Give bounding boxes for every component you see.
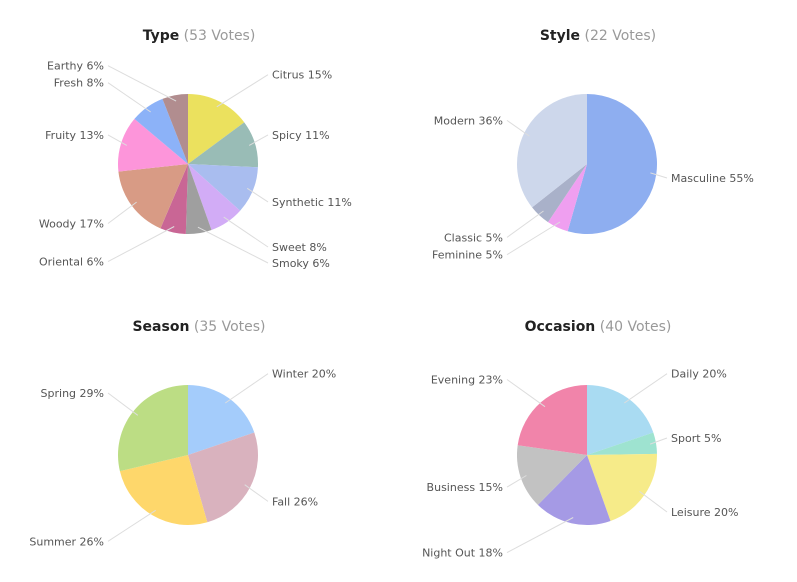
chart-title: Type (53 Votes) [0,28,398,44]
connector-line [506,517,574,554]
pie-slice-sport [587,432,657,455]
votes-count: (53 Votes) [183,28,256,44]
connector-line [506,475,527,488]
pie-slice-sweet [188,164,241,230]
connector-line [248,134,269,146]
chart-title: Occasion (40 Votes) [399,319,797,335]
slice-label-smoky: Smoky 6% [272,257,330,270]
slice-label-evening: Evening 23% [431,374,503,387]
chart-panel-type: Type (53 Votes) Citrus 15% Spicy 11% Synth… [0,0,398,291]
slice-label-business: Business 15% [427,481,503,494]
slice-label-spicy: Spicy 11% [272,129,330,142]
pie-slice-summer [119,455,208,525]
pie-slice-evening [517,385,587,455]
chart-panel-season: Season (35 Votes) Winter 20% Fall 26% Spri… [0,291,398,582]
chart-title-text: Style [539,28,581,44]
chart-title: Season (35 Votes) [0,319,398,335]
connector-line [649,437,668,445]
pie-slice-woody [118,164,188,229]
connector-line [506,119,530,137]
slice-label-sport: Sport 5% [671,432,721,445]
slice-label-leisure: Leisure 20% [671,506,738,519]
slice-label-summer: Summer 26% [29,535,104,548]
pie-slice-night-out [537,455,611,525]
chart-title-text: Type [142,28,180,44]
slice-label-daily: Daily 20% [671,368,727,381]
chart-panel-style: Style (22 Votes) Masculine 55% Modern 36%… [399,0,797,291]
slice-label-night-out: Night Out 18% [422,547,503,560]
slice-label-fall: Fall 26% [272,495,318,508]
pie-slice-oriental [160,164,188,234]
slice-label-winter: Winter 20% [272,368,336,381]
pie-slice-winter [188,385,255,455]
slice-label-sweet: Sweet 8% [272,241,327,254]
connector-line [107,65,177,102]
pie-chart-style: Masculine 55% Modern 36% Classic 5% Feminin… [432,94,754,262]
pie-chart-occasion: Daily 20% Sport 5% Leisure 20% Evening 23% B… [422,368,738,560]
connector-line [107,509,156,542]
pie-slice-business [516,445,587,505]
connector-line [107,82,151,113]
pie-slice-daily [587,385,654,455]
connector-line [225,373,269,404]
connector-line [216,74,269,108]
connector-line [506,221,561,256]
connector-line [639,491,668,513]
pie-slice-spicy [188,122,258,168]
slice-label-classic: Classic 5% [444,231,503,244]
pie-slice-fruity [117,118,188,172]
slice-label-masculine: Masculine 55% [671,172,754,185]
connector-line [107,201,137,224]
connector-line [107,134,128,146]
slice-label-oriental: Oriental 6% [39,256,104,269]
slice-label-citrus: Citrus 15% [272,69,332,82]
slice-label-feminine: Feminine 5% [432,249,503,262]
slice-label-woody: Woody 17% [39,218,104,231]
connector-line [506,379,546,408]
pie-slice-synthetic [188,164,258,211]
pie-slice-citrus [188,94,245,164]
pie-slice-spring [118,385,188,472]
connector-line [246,187,269,203]
votes-count: (40 Votes) [599,319,672,335]
votes-count: (35 Votes) [193,319,266,335]
votes-count: (22 Votes) [584,28,657,44]
pie-slice-smoky [185,164,212,235]
connector-line [107,226,175,263]
pie-chart-type: Citrus 15% Spicy 11% Synthetic 11% Sweet 8%… [39,60,352,270]
slice-label-earthy: Earthy 6% [47,60,104,73]
pie-chart-season: Winter 20% Fall 26% Spring 29% Summer 26% [29,368,336,549]
pie-slice-fresh [134,98,188,164]
pie-slice-feminine [548,164,587,232]
slice-label-modern: Modern 36% [434,114,503,127]
chart-title-text: Occasion [524,319,596,335]
pie-slice-earthy [162,93,188,164]
chart-title-text: Season [132,319,190,335]
slice-label-fresh: Fresh 8% [54,77,104,90]
connector-line [650,172,668,179]
slice-label-spring: Spring 29% [41,387,104,400]
pie-slice-modern [517,94,587,208]
connector-line [197,226,269,264]
slice-label-fruity: Fruity 13% [45,129,104,142]
connector-line [107,392,139,416]
chart-title: Style (22 Votes) [399,28,797,44]
slice-label-synthetic: Synthetic 11% [272,196,352,209]
chart-panel-occasion: Occasion (40 Votes) Daily 20% Sport 5% Lei… [399,291,797,582]
connector-line [223,216,269,248]
pie-slice-masculine [567,94,658,234]
connector-line [506,210,544,238]
pie-slice-leisure [587,453,657,521]
connector-line [624,373,668,404]
connector-line [244,484,269,502]
pie-slice-fall [188,432,258,523]
pie-slice-classic [532,164,587,223]
